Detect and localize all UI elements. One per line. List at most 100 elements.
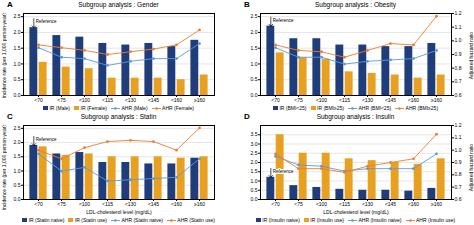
svg-text:1.0: 1.0	[251, 61, 258, 67]
svg-text:Reference: Reference	[36, 19, 57, 24]
svg-text:<145: <145	[148, 201, 159, 207]
html-text:IR (Statin use): IR (Statin use)	[75, 217, 107, 223]
svg-text:1.2: 1.2	[455, 10, 462, 16]
svg-text:1.0: 1.0	[455, 37, 462, 43]
svg-text:2.5: 2.5	[251, 13, 258, 19]
html-text:AHR (Statin naive): AHR (Statin naive)	[121, 217, 163, 223]
html-text:Subgroup analysis : Insulin: Subgroup analysis : Insulin	[316, 113, 395, 120]
svg-text:1.0: 1.0	[14, 168, 21, 174]
svg-text:<70: <70	[271, 201, 280, 207]
svg-text:0.0: 0.0	[14, 196, 21, 202]
svg-text:<75: <75	[294, 97, 303, 103]
svg-text:<100: <100	[79, 201, 90, 207]
svg-text:<70: <70	[34, 201, 43, 207]
html-text:IR (Male): IR (Male)	[49, 105, 70, 111]
svg-text:<115: <115	[339, 201, 350, 207]
svg-text:<160: <160	[408, 201, 419, 207]
svg-text:1.0: 1.0	[14, 61, 21, 67]
svg-text:2.0: 2.0	[14, 139, 21, 145]
svg-text:0.0: 0.0	[251, 92, 258, 98]
svg-text:<100: <100	[316, 201, 327, 207]
svg-text:0.9: 0.9	[455, 51, 462, 57]
svg-text:LDL-cholesterol level (mg/dL): LDL-cholesterol level (mg/dL)	[86, 209, 152, 215]
html-text:AHR (BMI≥25): AHR (BMI≥25)	[405, 105, 439, 111]
svg-text:1.5: 1.5	[251, 168, 258, 174]
svg-text:<100: <100	[316, 97, 327, 103]
svg-text:1.0: 1.0	[455, 147, 462, 153]
html-text:Subgroup analysis : Obesity: Subgroup analysis : Obesity	[315, 1, 396, 8]
svg-text:<100: <100	[79, 97, 90, 103]
html-text:AHR (BMI<25): AHR (BMI<25)	[358, 105, 392, 111]
svg-text:<115: <115	[339, 97, 350, 103]
html-text:Incidence rate (per 1,000 pers: Incidence rate (per 1,000 person-year)	[0, 13, 7, 99]
svg-text:2.5: 2.5	[14, 13, 21, 19]
svg-text:≥160: ≥160	[431, 201, 442, 207]
svg-text:2.0: 2.0	[251, 159, 258, 165]
svg-text:0.5: 0.5	[14, 76, 21, 82]
svg-text:0.8: 0.8	[455, 65, 462, 71]
svg-text:Reference: Reference	[273, 18, 294, 23]
svg-text:1.1: 1.1	[455, 134, 462, 140]
svg-text:<145: <145	[385, 97, 396, 103]
svg-text:0.7: 0.7	[455, 184, 462, 190]
html-text:IR (Female): IR (Female)	[80, 105, 107, 111]
svg-text:≥160: ≥160	[194, 97, 205, 103]
svg-text:1.0: 1.0	[251, 178, 258, 184]
svg-text:≥160: ≥160	[431, 97, 442, 103]
html-text:AHR (Female): AHR (Female)	[162, 105, 194, 111]
svg-text:LDL-cholesterol level (mg/dL): LDL-cholesterol level (mg/dL)	[323, 209, 389, 215]
svg-text:3.0: 3.0	[251, 141, 258, 147]
html-text:IR (BMI≥25): IR (BMI≥25)	[317, 105, 344, 111]
html-text:Incidence rate (per 1,000 pers: Incidence rate (per 1,000 person-year)	[0, 125, 7, 211]
svg-text:0.6: 0.6	[455, 196, 462, 202]
svg-text:<130: <130	[362, 201, 373, 207]
svg-text:<70: <70	[271, 97, 280, 103]
html-text:IR (BMI<25): IR (BMI<25)	[279, 105, 307, 111]
svg-text:0.5: 0.5	[251, 76, 258, 82]
svg-text:<160: <160	[408, 97, 419, 103]
svg-text:≥160: ≥160	[194, 201, 205, 207]
svg-text:0.5: 0.5	[251, 187, 258, 193]
svg-text:3.5: 3.5	[251, 131, 258, 137]
svg-text:Reference: Reference	[273, 169, 294, 174]
html-text:C: C	[7, 112, 13, 121]
svg-text:0.8: 0.8	[455, 171, 462, 177]
svg-text:<115: <115	[102, 201, 113, 207]
svg-text:0.5: 0.5	[14, 182, 21, 188]
svg-text:1.5: 1.5	[14, 45, 21, 51]
svg-text:<115: <115	[102, 97, 113, 103]
svg-text:<75: <75	[294, 201, 303, 207]
svg-text:<70: <70	[34, 97, 43, 103]
svg-text:0.6: 0.6	[455, 92, 462, 98]
html-text:Subgroup analysis : Gender: Subgroup analysis : Gender	[78, 1, 159, 8]
svg-text:2.5: 2.5	[14, 125, 21, 131]
svg-text:1.1: 1.1	[455, 24, 462, 30]
svg-text:<145: <145	[148, 97, 159, 103]
svg-text:<130: <130	[125, 97, 136, 103]
svg-text:2.0: 2.0	[251, 29, 258, 35]
svg-text:1.5: 1.5	[251, 45, 258, 51]
svg-text:0.7: 0.7	[455, 78, 462, 84]
svg-text:<145: <145	[385, 201, 396, 207]
svg-text:<75: <75	[57, 97, 66, 103]
svg-text:1.5: 1.5	[14, 153, 21, 159]
svg-text:0.9: 0.9	[455, 159, 462, 165]
svg-text:<130: <130	[125, 201, 136, 207]
svg-text:Reference: Reference	[36, 137, 57, 142]
html-text:IR (Statin naive): IR (Statin naive)	[28, 217, 65, 223]
svg-text:<75: <75	[57, 201, 66, 207]
svg-text:<130: <130	[362, 97, 373, 103]
html-text:AHR (Male): AHR (Male)	[121, 105, 148, 111]
svg-text:2.0: 2.0	[14, 29, 21, 35]
svg-text:0.0: 0.0	[14, 92, 21, 98]
html-text:A: A	[7, 0, 13, 9]
svg-text:<160: <160	[171, 97, 182, 103]
html-text:B: B	[244, 0, 250, 9]
html-text:Subgroup analysis : Statin: Subgroup analysis : Statin	[80, 113, 157, 120]
svg-text:1.2: 1.2	[455, 122, 462, 128]
html-text:Adjusted hazard ratio: Adjusted hazard ratio	[467, 32, 474, 80]
svg-text:0.0: 0.0	[251, 196, 258, 202]
svg-text:2.5: 2.5	[251, 150, 258, 156]
svg-text:<160: <160	[171, 201, 182, 207]
html-text:Adjusted hazard ratio: Adjusted hazard ratio	[467, 144, 474, 192]
